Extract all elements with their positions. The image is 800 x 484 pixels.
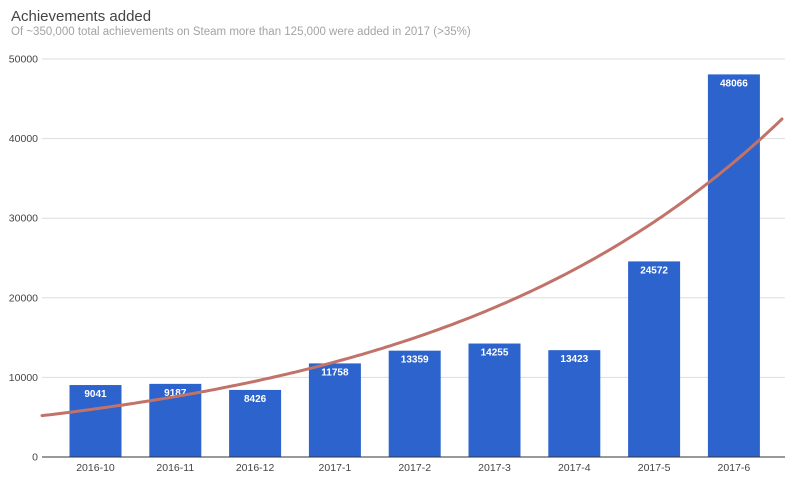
x-axis: 2016-10 2016-11 2016-12 2017-1 2017-2 2017-3 2… [42, 456, 785, 474]
bar-data-label: 14255 [481, 348, 509, 359]
bar [628, 261, 681, 457]
x-tick-label: 2017-2 [398, 462, 431, 474]
x-tick-label: 2017-6 [718, 462, 751, 474]
y-axis: 0 10000 20000 30000 40000 50000 [9, 54, 38, 464]
bar [69, 385, 122, 457]
bar [388, 350, 441, 457]
bar-data-label: 13359 [401, 355, 429, 366]
y-tick-label: 20000 [9, 292, 38, 304]
bar [468, 343, 521, 457]
bar-data-label: 9041 [84, 389, 107, 400]
x-tick-label: 2017-5 [638, 462, 671, 474]
bar [548, 350, 601, 457]
y-tick-label: 50000 [9, 54, 38, 66]
x-tick-label: 2016-12 [236, 462, 275, 474]
bar-data-label: 24572 [640, 265, 668, 276]
chart-subtitle: Of ~350,000 total achievements on Steam … [11, 26, 471, 38]
x-tick-label: 2017-1 [319, 462, 352, 474]
trendline [40, 117, 784, 418]
y-tick-label: 10000 [9, 372, 38, 384]
x-tick-label: 2016-10 [76, 462, 115, 474]
y-tick-label: 0 [32, 452, 38, 464]
y-tick-label: 40000 [9, 133, 38, 145]
x-tick-label: 2016-11 [156, 462, 194, 474]
bar-data-label: 8426 [244, 394, 267, 405]
bar-data-label: 11758 [321, 367, 349, 378]
x-tick-label: 2017-4 [558, 462, 591, 474]
bar-data-label: 48066 [720, 78, 748, 89]
bar [707, 74, 760, 457]
bar [308, 363, 361, 457]
y-tick-label: 30000 [9, 213, 38, 225]
bars: 9041 9187 8426 11758 13359 14255 13423 24572 480… [69, 74, 760, 457]
chart-title: Achievements added [11, 8, 152, 25]
x-tick-label: 2017-3 [478, 462, 511, 474]
bar [229, 389, 282, 457]
bar-data-label: 9187 [164, 388, 187, 399]
bar-data-label: 13423 [560, 354, 588, 365]
trendline-path [40, 117, 784, 418]
